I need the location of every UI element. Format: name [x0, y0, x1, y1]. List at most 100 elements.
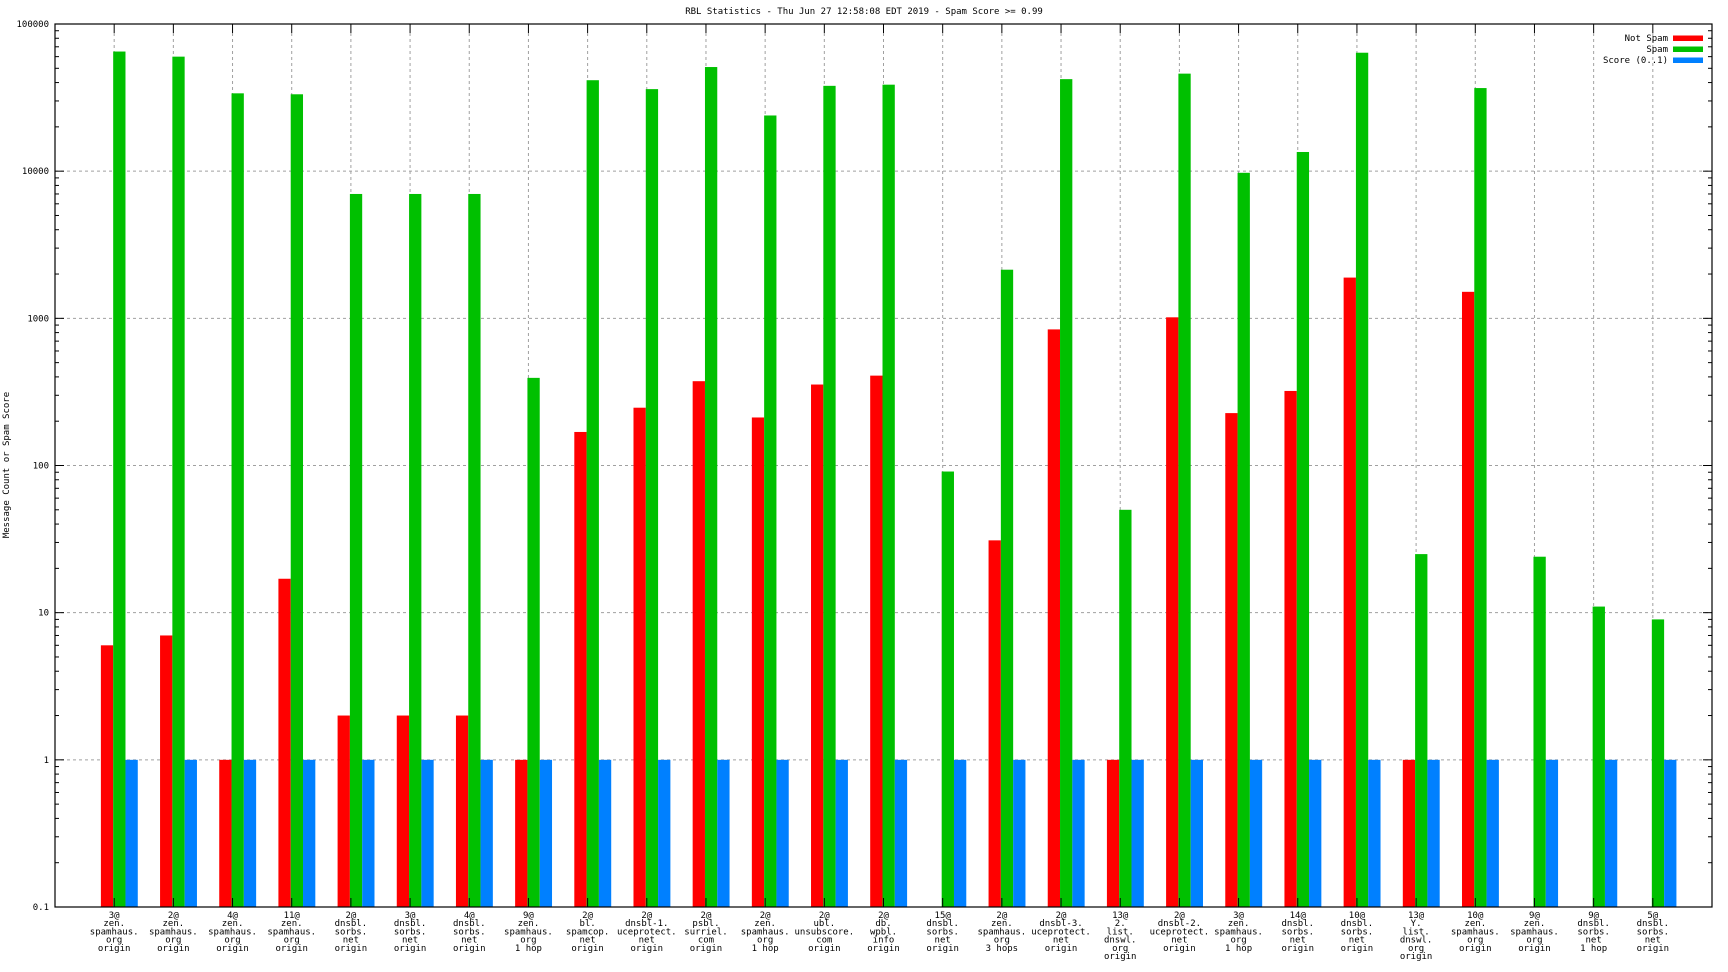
bar-score: [1190, 759, 1203, 907]
x-tick-label: 4@: [227, 911, 238, 921]
bar-not-spam: [455, 715, 469, 907]
x-tick-label: list.: [1107, 927, 1134, 937]
x-tick-label: org: [1112, 944, 1128, 954]
x-tick-label: sorbs.: [335, 927, 368, 937]
bar-not-spam: [337, 715, 350, 907]
x-tick-label: dnsbl.: [1281, 919, 1314, 929]
x-tick-label: origin: [690, 944, 723, 954]
x-tick-label: org: [757, 936, 773, 946]
x-tick-label: origin: [1104, 952, 1137, 962]
x-tick-label: net: [579, 936, 595, 946]
bar-score: [1013, 759, 1026, 907]
bar-spam: [1178, 73, 1191, 908]
x-tick-label: zen.: [754, 919, 776, 929]
bar-not-spam: [1047, 329, 1061, 907]
x-tick-label: origin: [808, 944, 841, 954]
x-tick-label: dnsbl.: [453, 919, 486, 929]
x-tick-label: origin: [394, 944, 427, 954]
x-tick-label: origin: [1518, 944, 1551, 954]
bar-score: [1545, 759, 1559, 907]
x-tick-label: origin: [1400, 952, 1433, 962]
x-tick-label: org: [1230, 936, 1246, 946]
bar-not-spam: [1284, 390, 1297, 907]
bar-not-spam: [1225, 413, 1238, 907]
x-tick-label: spamhaus.: [208, 927, 257, 937]
x-tick-label: origin: [631, 944, 664, 954]
x-tick-label: origin: [1341, 944, 1374, 954]
x-tick-label: 14@: [1290, 911, 1307, 921]
x-tick-label: spamhaus.: [741, 927, 790, 937]
bar-spam: [1237, 172, 1250, 908]
x-tick-label: 3@: [109, 911, 120, 921]
x-tick-label: org: [284, 936, 300, 946]
bar-score: [1486, 759, 1499, 907]
x-tick-label: spamcop.: [566, 927, 609, 937]
chart-title: RBL Statistics - Thu Jun 27 12:58:08 EDT…: [685, 7, 1043, 17]
bar-spam: [1355, 52, 1369, 908]
x-tick-label: zen.: [991, 919, 1013, 929]
x-tick-label: 9@: [523, 911, 534, 921]
bar-not-spam: [1402, 759, 1416, 907]
bar-not-spam: [1461, 291, 1475, 907]
x-tick-label: dnsbl-2.: [1158, 919, 1201, 929]
x-tick-label: bl.: [579, 919, 595, 929]
bar-not-spam: [870, 375, 883, 907]
y-axis-label: Message Count or Spam Score: [2, 392, 12, 538]
x-tick-label: sorbs.: [1577, 927, 1610, 937]
bar-spam: [704, 67, 718, 908]
x-tick-label: dnsbl.: [1577, 919, 1610, 929]
x-tick-label: net: [1349, 936, 1365, 946]
x-tick-label: list.: [1403, 927, 1430, 937]
x-tick-label: 1 hop: [515, 944, 542, 954]
x-tick-label: 10@: [1349, 911, 1366, 921]
x-tick-label: 13@: [1408, 911, 1425, 921]
bar-score: [1368, 759, 1381, 907]
x-tick-label: 2@: [819, 911, 830, 921]
bar-not-spam: [219, 759, 232, 907]
x-tick-label: com: [698, 936, 714, 946]
bar-not-spam: [574, 431, 587, 907]
x-tick-label: sorbs.: [394, 927, 427, 937]
bar-spam: [409, 193, 422, 907]
x-tick-label: dnsbl-1.: [625, 919, 668, 929]
x-tick-label: org: [994, 936, 1010, 946]
y-tick-label: 100: [33, 462, 49, 472]
bar-spam: [1119, 509, 1132, 907]
bar-not-spam: [633, 407, 646, 907]
x-tick-label: spamhaus.: [149, 927, 198, 937]
bar-not-spam: [1166, 317, 1179, 907]
x-tick-label: 3 hops: [986, 944, 1019, 954]
legend-swatch: [1673, 46, 1703, 52]
bar-not-spam: [988, 540, 1001, 907]
bar-spam: [1415, 554, 1428, 907]
x-tick-label: 2.: [1115, 919, 1126, 929]
x-tick-label: sorbs.: [1341, 927, 1374, 937]
x-tick-label: spamhaus.: [267, 927, 316, 937]
x-tick-label: sorbs.: [453, 927, 486, 937]
x-tick-label: 2@: [760, 911, 771, 921]
x-tick-label: 4@: [464, 911, 475, 921]
bar-not-spam: [515, 759, 528, 907]
x-tick-label: origin: [98, 944, 131, 954]
legend-label: Not Spam: [1625, 34, 1668, 44]
bar-score: [1072, 759, 1085, 907]
x-tick-label: com: [816, 936, 832, 946]
x-tick-label: origin: [275, 944, 308, 954]
x-tick-label: unsubscore.: [795, 927, 855, 937]
bar-score: [658, 759, 671, 907]
x-tick-label: dnsbl.: [1341, 919, 1374, 929]
x-tick-label: 1 hop: [752, 944, 779, 954]
x-tick-label: 5@: [1647, 911, 1658, 921]
x-tick-label: ubl.: [813, 919, 835, 929]
x-tick-label: net: [1171, 936, 1187, 946]
x-tick-label: dnsbl-3.: [1039, 919, 1082, 929]
x-tick-label: net: [1290, 936, 1306, 946]
x-tick-label: 2@: [996, 911, 1007, 921]
x-tick-label: 10@: [1467, 911, 1484, 921]
x-tick-label: origin: [1045, 944, 1078, 954]
bar-score: [362, 759, 375, 907]
bar-score: [1604, 759, 1618, 907]
bar-spam: [1651, 619, 1665, 907]
axes: [54, 23, 1713, 908]
